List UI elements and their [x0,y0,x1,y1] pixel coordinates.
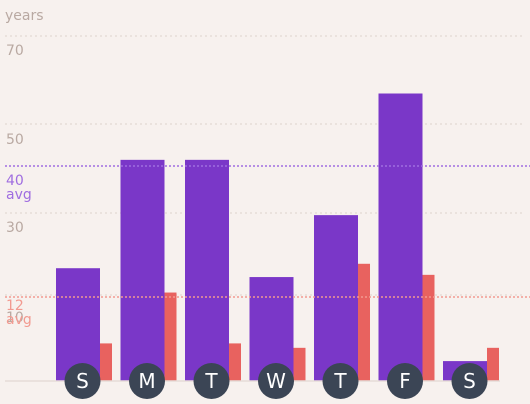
y-axis-ticks: 70 50 30 10 [6,43,24,326]
y-tick-label: 50 [6,132,24,148]
bar-series-2 [100,343,112,381]
bar-series-2 [422,274,435,381]
bar-series-1 [185,159,229,381]
day-badge [193,363,230,399]
bar-series-2 [164,292,177,381]
bar-series-1 [314,215,358,381]
x-tick-label: T [204,369,218,393]
y-unit-label: years [5,8,44,24]
day-badge [129,363,165,399]
bar-series-2 [293,347,306,381]
bar-series-2 [487,347,499,381]
x-tick-label: T [333,369,347,393]
y-tick-label: 70 [6,43,24,59]
bar-series-2 [229,343,241,381]
x-tick-label: M [138,369,155,393]
average-value: 12 [6,298,24,314]
bar-series-2 [358,263,370,381]
average-value: 40 [6,173,24,189]
day-badge [64,363,101,399]
x-tick-label: F [399,369,411,393]
bar-series-1 [378,93,423,381]
average-label: avg [6,187,32,203]
y-tick-label: 10 [6,310,24,326]
bars [56,93,499,381]
day-badge [322,363,359,399]
day-badge [451,363,488,399]
x-tick-label: S [463,369,476,393]
day-badge [258,363,294,399]
day-badge [387,363,423,399]
bar-series-1 [120,159,165,381]
average-label: avg [6,312,32,328]
bar-series-1 [56,268,100,381]
x-tick-label: W [266,369,286,393]
y-tick-label: 30 [6,220,24,236]
x-tick-label: S [76,369,89,393]
